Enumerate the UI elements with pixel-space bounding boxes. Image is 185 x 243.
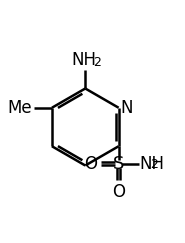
Text: NH: NH <box>140 155 165 173</box>
Text: NH: NH <box>72 51 97 69</box>
Text: O: O <box>112 183 125 201</box>
Text: S: S <box>113 155 124 173</box>
Text: O: O <box>84 155 97 173</box>
Text: Me: Me <box>8 99 32 117</box>
Text: 2: 2 <box>150 157 158 171</box>
Text: 2: 2 <box>94 56 101 69</box>
Text: N: N <box>121 99 133 117</box>
